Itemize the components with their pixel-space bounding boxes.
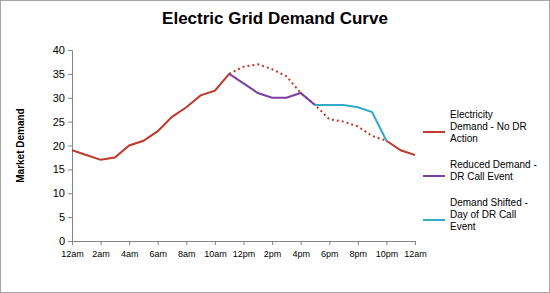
x-tick-label: 4pm [292, 249, 310, 259]
x-tick: 6am [149, 241, 167, 259]
y-axis-title: Market Demand [15, 108, 26, 182]
y-tick: 35 [53, 68, 72, 80]
y-tick-mark [68, 169, 72, 170]
x-tick-label: 2am [92, 249, 110, 259]
x-tick: 12am [61, 241, 84, 259]
y-tick: 10 [53, 187, 72, 199]
x-tick: 4pm [292, 241, 310, 259]
x-tick-mark [272, 241, 273, 245]
series-line [72, 74, 229, 160]
x-tick: 2pm [264, 241, 282, 259]
x-tick-mark [72, 241, 73, 245]
legend-label: Reduced Demand -DR Call Event [450, 159, 537, 182]
y-tick-mark [68, 193, 72, 194]
x-tick: 12pm [233, 241, 256, 259]
x-tick-label: 10am [204, 249, 227, 259]
legend-label: Demand Shifted -Day of DR CallEvent [450, 197, 528, 232]
x-tick-label: 8pm [350, 249, 368, 259]
y-tick-mark [68, 217, 72, 218]
y-tick-mark [68, 74, 72, 75]
y-tick: 25 [53, 116, 72, 128]
x-tick-label: 2pm [264, 249, 282, 259]
series-line [229, 64, 386, 140]
legend-swatch [423, 219, 445, 221]
title: Electric Grid Demand Curve [162, 9, 388, 28]
x-tick-label: 8am [178, 249, 196, 259]
y-tick-mark [68, 98, 72, 99]
series-line [315, 105, 386, 141]
y-axis-line [68, 51, 73, 242]
x-axis: 12am 2am 4am 6am 8am 10am 12pm 2pm 4pm 6pm 8pm 10pm… [61, 241, 427, 259]
y-axis: 0 5 10 15 20 25 30 35 40 [53, 44, 73, 247]
y-tick: 30 [53, 92, 72, 104]
y-tick-label: 25 [53, 116, 65, 128]
y-tick-label: 40 [53, 44, 65, 56]
x-tick-mark [329, 241, 330, 245]
series-line [229, 74, 315, 105]
legend-swatch [423, 175, 445, 177]
y-tick: 15 [53, 163, 72, 175]
y-tick-label: 30 [53, 92, 65, 104]
x-tick-label: 10pm [376, 249, 399, 259]
y-tick-label: 5 [59, 211, 65, 223]
y-tick-label: 35 [53, 68, 65, 80]
y-tick: 0 [59, 235, 72, 247]
chart-border [1, 1, 550, 293]
x-tick-mark [358, 241, 359, 245]
legend: ElectricityDemand - No DRAction Reduced D… [423, 109, 537, 232]
y-tick: 20 [53, 140, 72, 152]
y-tick-label: 10 [53, 187, 65, 199]
x-tick: 10am [204, 241, 227, 259]
y-tick-label: 0 [59, 235, 65, 247]
x-tick-label: 6pm [321, 249, 339, 259]
x-tick-mark [101, 241, 102, 245]
x-tick: 8pm [350, 241, 368, 259]
plot-area [72, 64, 415, 160]
legend-label: ElectricityDemand - No DRAction [450, 109, 527, 144]
y-tick: 40 [53, 44, 72, 56]
x-tick-label: 4am [121, 249, 139, 259]
x-tick-mark [415, 241, 416, 245]
x-tick-mark [158, 241, 159, 245]
x-tick: 10pm [376, 241, 399, 259]
x-tick: 6pm [321, 241, 339, 259]
series-line [386, 141, 415, 155]
x-axis-line [73, 242, 416, 246]
y-tick-mark [68, 122, 72, 123]
x-tick-label: 6am [149, 249, 167, 259]
y-tick-mark [68, 50, 72, 51]
x-tick-label: 12am [61, 249, 84, 259]
x-tick-mark [386, 241, 387, 245]
x-tick-label: 12am [404, 249, 427, 259]
y-tick-label: 15 [53, 163, 65, 175]
x-tick: 4am [121, 241, 139, 259]
x-tick: 2am [92, 241, 110, 259]
x-tick-label: 12pm [233, 249, 256, 259]
legend-swatch [423, 131, 445, 133]
x-tick-mark [244, 241, 245, 245]
x-tick: 8am [178, 241, 196, 259]
x-tick-mark [301, 241, 302, 245]
y-tick-label: 20 [53, 140, 65, 152]
x-tick: 12am [404, 241, 427, 259]
x-tick-mark [129, 241, 130, 245]
y-tick-mark [68, 146, 72, 147]
x-tick-mark [186, 241, 187, 245]
x-tick-mark [215, 241, 216, 245]
y-tick: 5 [59, 211, 72, 223]
chart: Electric Grid Demand Curve Market Demand 0… [0, 0, 550, 293]
y-tick-mark [68, 241, 72, 242]
